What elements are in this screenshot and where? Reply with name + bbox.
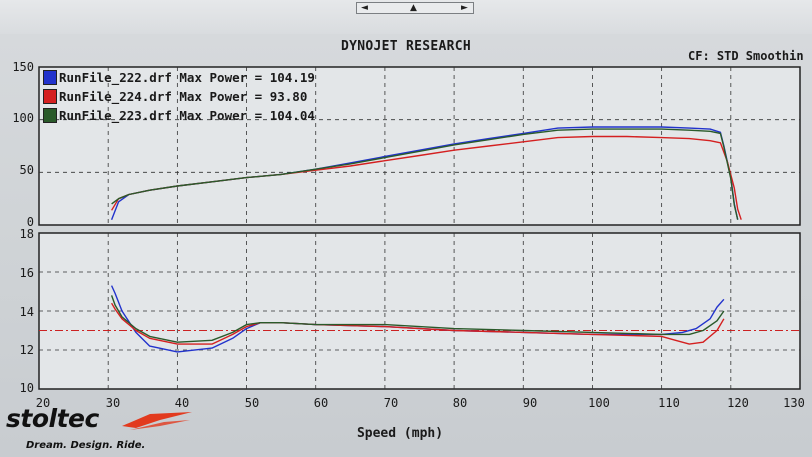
- afr-y-tick: 12: [19, 343, 34, 357]
- legend-label: RunFile_224.drf Max Power = 93.80: [59, 89, 308, 104]
- power-plot-area: [38, 66, 801, 226]
- stoltec-logo: stoltec: [6, 404, 192, 433]
- legend-item: RunFile_224.drf Max Power = 93.80: [43, 87, 315, 106]
- legend-label: RunFile_223.drf Max Power = 104.04: [59, 108, 315, 123]
- speed-x-tick: 70: [383, 396, 399, 410]
- window-top-bar: ◄ ▲ ►: [0, 0, 812, 34]
- speed-x-tick: 110: [658, 396, 680, 410]
- speed-x-tick: 90: [522, 396, 538, 410]
- speed-x-tick: 50: [244, 396, 260, 410]
- speed-x-tick: 30: [105, 396, 121, 410]
- speed-x-tick: 20: [35, 396, 51, 410]
- afr-series-line: [110, 295, 725, 343]
- afr-y-tick: 18: [19, 227, 34, 241]
- scroll-handle[interactable]: ◄ ▲ ►: [356, 2, 474, 14]
- legend-swatch-blue: [43, 70, 57, 85]
- chart-title: DYNOJET RESEARCH: [340, 39, 472, 54]
- correction-factor-label: CF: STD Smoothin: [688, 49, 804, 63]
- scroll-up-icon[interactable]: ▲: [410, 3, 417, 13]
- speed-x-tick: 100: [588, 396, 610, 410]
- speed-x-tick: 120: [727, 396, 749, 410]
- scroll-left-icon[interactable]: ◄: [361, 3, 368, 13]
- legend-item: RunFile_222.drf Max Power = 104.19: [43, 68, 315, 87]
- legend-swatch-green: [43, 108, 57, 123]
- legend-swatch-red: [43, 89, 57, 104]
- power-series-line: [111, 128, 739, 220]
- afr-y-tick: 14: [19, 305, 34, 319]
- power-y-tick: 50: [19, 163, 34, 177]
- scroll-right-icon[interactable]: ►: [461, 3, 468, 13]
- power-y-tick: 100: [12, 111, 34, 125]
- speed-x-tick: 40: [174, 396, 190, 410]
- legend-label: RunFile_222.drf Max Power = 104.19: [59, 70, 315, 85]
- afr-y-tick: 10: [19, 381, 34, 395]
- speed-x-tick: 60: [313, 396, 329, 410]
- afr-y-tick: 16: [19, 266, 34, 280]
- power-y-tick: 0: [26, 215, 34, 229]
- chart-legend: RunFile_222.drf Max Power = 104.19 RunFi…: [43, 68, 315, 125]
- legend-item: RunFile_223.drf Max Power = 104.04: [43, 106, 315, 125]
- x-axis-label: Speed (mph): [356, 426, 444, 441]
- speed-x-tick: 130: [783, 396, 805, 410]
- speed-x-tick: 80: [452, 396, 468, 410]
- power-y-tick: 150: [12, 60, 34, 74]
- logo-swoosh-icon: [122, 412, 192, 430]
- logo-wordmark: stoltec: [6, 404, 99, 433]
- logo-tagline: Dream. Design. Ride.: [26, 440, 146, 451]
